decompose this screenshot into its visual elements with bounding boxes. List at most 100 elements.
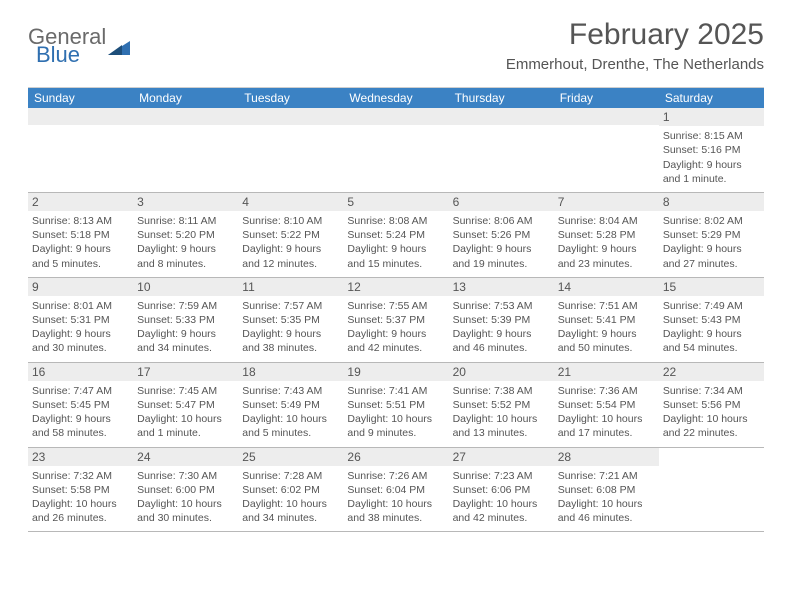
sunset-text: Sunset: 5:41 PM [558, 313, 655, 327]
sunset-text: Sunset: 5:35 PM [242, 313, 339, 327]
daylight-text: Daylight: 9 hours and 42 minutes. [347, 327, 444, 355]
day-number: 12 [343, 278, 448, 296]
sunrise-text: Sunrise: 7:28 AM [242, 469, 339, 483]
sunrise-text: Sunrise: 7:41 AM [347, 384, 444, 398]
calendar-cell [238, 108, 343, 192]
sunrise-text: Sunrise: 7:26 AM [347, 469, 444, 483]
daylight-text: Daylight: 9 hours and 54 minutes. [663, 327, 760, 355]
week-row: 23Sunrise: 7:32 AMSunset: 5:58 PMDayligh… [28, 448, 764, 533]
week-row: 2Sunrise: 8:13 AMSunset: 5:18 PMDaylight… [28, 193, 764, 278]
week-row: 16Sunrise: 7:47 AMSunset: 5:45 PMDayligh… [28, 363, 764, 448]
day-header-row: SundayMondayTuesdayWednesdayThursdayFrid… [28, 88, 764, 108]
calendar-cell [133, 108, 238, 192]
calendar-cell: 20 Sunrise: 7:38 AMSunset: 5:52 PMDayligh… [449, 363, 554, 447]
calendar-cell: 5Sunrise: 8:08 AMSunset: 5:24 PMDaylight… [343, 193, 448, 277]
day-number [343, 108, 448, 125]
calendar-cell [28, 108, 133, 192]
sunset-text: Sunset: 5:58 PM [32, 483, 129, 497]
day-header: Wednesday [343, 88, 448, 108]
brand-blue: Blue [36, 44, 106, 66]
day-number: 17 [133, 363, 238, 381]
calendar-cell: 21Sunrise: 7:36 AMSunset: 5:54 PMDayligh… [554, 363, 659, 447]
day-number [28, 108, 133, 125]
sunrise-text: Sunrise: 8:08 AM [347, 214, 444, 228]
sunset-text: Sunset: 5:39 PM [453, 313, 550, 327]
sunset-text: Sunset: 5:49 PM [242, 398, 339, 412]
calendar-cell: 28Sunrise: 7:21 AMSunset: 6:08 PMDayligh… [554, 448, 659, 532]
calendar-cell: 4Sunrise: 8:10 AMSunset: 5:22 PMDaylight… [238, 193, 343, 277]
sunset-text: Sunset: 6:06 PM [453, 483, 550, 497]
title-block: February 2025 Emmerhout, Drenthe, The Ne… [506, 18, 764, 73]
calendar-cell: 2Sunrise: 8:13 AMSunset: 5:18 PMDaylight… [28, 193, 133, 277]
day-number: 4 [238, 193, 343, 211]
sunrise-text: Sunrise: 7:53 AM [453, 299, 550, 313]
day-number: 25 [238, 448, 343, 466]
day-number: 16 [28, 363, 133, 381]
day-number: 23 [28, 448, 133, 466]
calendar-cell: 19Sunrise: 7:41 AMSunset: 5:51 PMDayligh… [343, 363, 448, 447]
sunset-text: Sunset: 5:47 PM [137, 398, 234, 412]
day-header: Saturday [659, 88, 764, 108]
day-number: 20 [449, 363, 554, 381]
daylight-text: Daylight: 9 hours and 23 minutes. [558, 242, 655, 270]
daylight-text: Daylight: 9 hours and 1 minute. [663, 158, 760, 186]
calendar-cell: 13Sunrise: 7:53 AMSunset: 5:39 PMDayligh… [449, 278, 554, 362]
daylight-text: Daylight: 9 hours and 19 minutes. [453, 242, 550, 270]
sunrise-text: Sunrise: 8:13 AM [32, 214, 129, 228]
daylight-text: Daylight: 10 hours and 13 minutes. [453, 412, 550, 440]
daylight-text: Daylight: 9 hours and 15 minutes. [347, 242, 444, 270]
calendar-cell [659, 448, 764, 532]
calendar-cell: 22Sunrise: 7:34 AMSunset: 5:56 PMDayligh… [659, 363, 764, 447]
day-header: Tuesday [238, 88, 343, 108]
month-title: February 2025 [506, 18, 764, 52]
day-number: 2 [28, 193, 133, 211]
day-number: 6 [449, 193, 554, 211]
calendar-cell: 27Sunrise: 7:23 AMSunset: 6:06 PMDayligh… [449, 448, 554, 532]
day-number: 5 [343, 193, 448, 211]
day-number: 24 [133, 448, 238, 466]
calendar-cell [343, 108, 448, 192]
weeks-container: 1Sunrise: 8:15 AMSunset: 5:16 PMDaylight… [28, 108, 764, 532]
day-number [449, 108, 554, 125]
sunrise-text: Sunrise: 7:51 AM [558, 299, 655, 313]
day-number [238, 108, 343, 125]
sunset-text: Sunset: 5:28 PM [558, 228, 655, 242]
calendar-cell: 23Sunrise: 7:32 AMSunset: 5:58 PMDayligh… [28, 448, 133, 532]
sunrise-text: Sunrise: 7:59 AM [137, 299, 234, 313]
sunset-text: Sunset: 5:52 PM [453, 398, 550, 412]
day-number: 14 [554, 278, 659, 296]
week-row: 9Sunrise: 8:01 AMSunset: 5:31 PMDaylight… [28, 278, 764, 363]
sunrise-text: Sunrise: 8:02 AM [663, 214, 760, 228]
sunrise-text: Sunrise: 7:55 AM [347, 299, 444, 313]
daylight-text: Daylight: 10 hours and 34 minutes. [242, 497, 339, 525]
sunrise-text: Sunrise: 7:30 AM [137, 469, 234, 483]
daylight-text: Daylight: 9 hours and 27 minutes. [663, 242, 760, 270]
sunrise-text: Sunrise: 7:45 AM [137, 384, 234, 398]
daylight-text: Daylight: 10 hours and 9 minutes. [347, 412, 444, 440]
day-number [133, 108, 238, 125]
header: General Blue February 2025 Emmerhout, Dr… [28, 18, 764, 73]
calendar-cell: 26Sunrise: 7:26 AMSunset: 6:04 PMDayligh… [343, 448, 448, 532]
calendar-cell: 17Sunrise: 7:45 AMSunset: 5:47 PMDayligh… [133, 363, 238, 447]
sunset-text: Sunset: 6:08 PM [558, 483, 655, 497]
sunset-text: Sunset: 6:00 PM [137, 483, 234, 497]
brand-logo: General Blue [28, 26, 130, 66]
daylight-text: Daylight: 9 hours and 38 minutes. [242, 327, 339, 355]
week-row: 1Sunrise: 8:15 AMSunset: 5:16 PMDaylight… [28, 108, 764, 193]
brand-triangle-icon [108, 37, 130, 55]
sunrise-text: Sunrise: 7:21 AM [558, 469, 655, 483]
daylight-text: Daylight: 10 hours and 46 minutes. [558, 497, 655, 525]
day-number: 26 [343, 448, 448, 466]
sunrise-text: Sunrise: 7:34 AM [663, 384, 760, 398]
sunset-text: Sunset: 5:51 PM [347, 398, 444, 412]
daylight-text: Daylight: 10 hours and 22 minutes. [663, 412, 760, 440]
sunrise-text: Sunrise: 7:38 AM [453, 384, 550, 398]
day-header: Friday [554, 88, 659, 108]
day-number [554, 108, 659, 125]
location-text: Emmerhout, Drenthe, The Netherlands [506, 56, 764, 73]
calendar-cell: 1Sunrise: 8:15 AMSunset: 5:16 PMDaylight… [659, 108, 764, 192]
day-number: 27 [449, 448, 554, 466]
sunrise-text: Sunrise: 7:57 AM [242, 299, 339, 313]
daylight-text: Daylight: 10 hours and 30 minutes. [137, 497, 234, 525]
sunset-text: Sunset: 6:04 PM [347, 483, 444, 497]
